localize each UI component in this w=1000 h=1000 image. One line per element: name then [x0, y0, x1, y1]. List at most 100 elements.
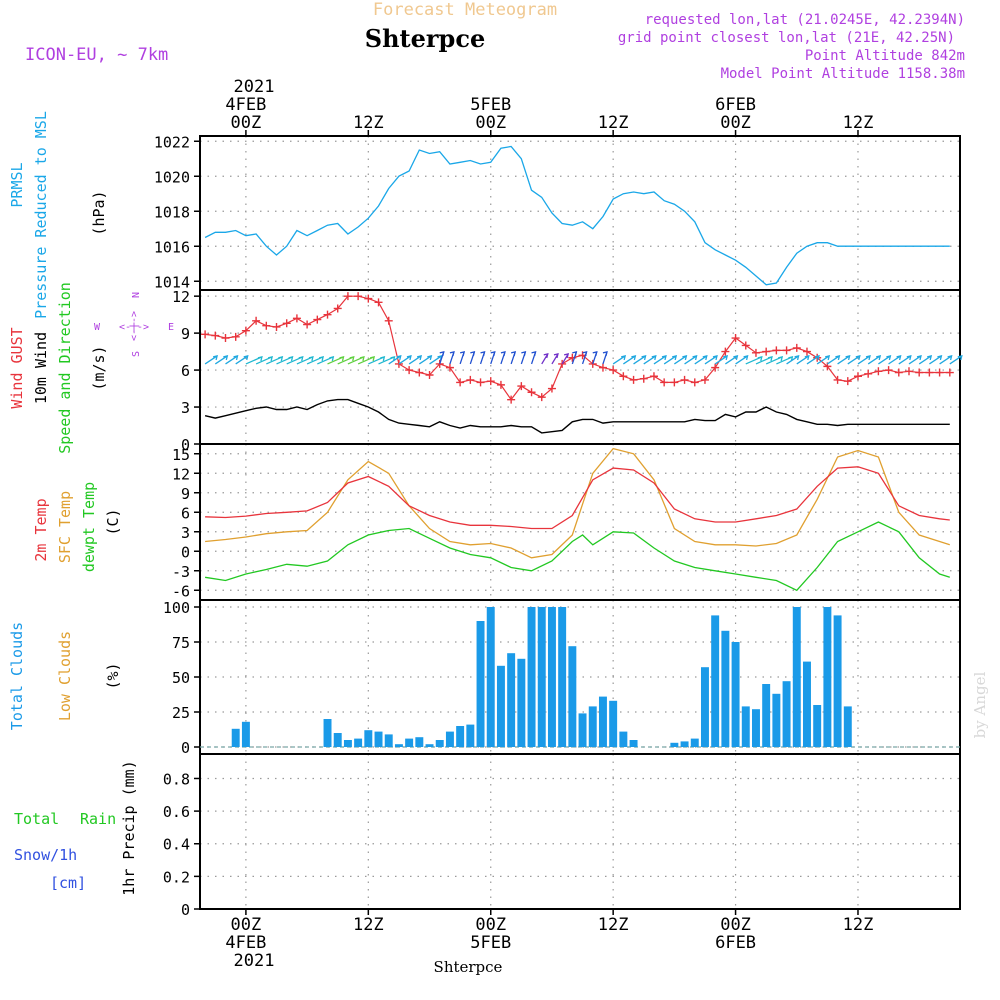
gust-point	[731, 334, 740, 343]
precip-total-label: Total	[14, 810, 59, 828]
pressure-labels: PRMSL Pressure Reduced to MSL (hPa)	[8, 111, 108, 319]
wind-arrowhead	[308, 356, 314, 362]
gust-point	[354, 292, 363, 301]
y-tick-label: 0	[181, 739, 190, 757]
y-tick-label: 15	[172, 446, 190, 464]
wind-arrow	[398, 355, 412, 365]
cloud-bar	[803, 661, 811, 747]
wind-arrowhead	[369, 356, 376, 362]
wind-arrowhead	[267, 356, 274, 362]
model-name: ICON-EU, ~ 7km	[25, 45, 168, 65]
wind-arrow	[663, 355, 677, 365]
series-line-dewpt	[204, 521, 951, 592]
gust-point	[935, 368, 944, 377]
y-tick-label: 12	[172, 465, 190, 483]
wind-arrowhead	[723, 355, 729, 361]
wind-arrowhead	[521, 351, 527, 357]
temp-unit: (C)	[104, 508, 122, 535]
wind-arrowhead	[470, 351, 476, 357]
wind-arrow	[898, 355, 912, 365]
compass-e: E	[168, 322, 174, 333]
wind-arrowhead	[692, 355, 698, 361]
gust-point	[374, 298, 383, 307]
cloud-bar	[547, 607, 556, 747]
x-tick-label: 12Z	[353, 113, 384, 133]
x-date-label: 5FEB	[470, 933, 511, 953]
wind-arrowhead	[825, 355, 831, 361]
wind-arrowhead	[602, 351, 608, 357]
wind-arrowhead	[416, 355, 423, 361]
y-tick-label: 0.2	[163, 868, 190, 886]
cloud-bar	[711, 615, 720, 747]
wind-arrowhead	[278, 356, 284, 362]
gust-point	[619, 372, 628, 381]
wind-arrowhead	[427, 355, 433, 361]
wind-arrowhead	[396, 355, 402, 361]
wind-arrowhead	[449, 351, 455, 357]
cloud-bar	[680, 741, 689, 747]
cloud-bar	[435, 740, 444, 747]
y-tick-label: 1018	[154, 203, 190, 221]
station-name: Shterpce	[365, 24, 485, 53]
precip-rain-label: Rain	[80, 810, 116, 828]
wind-arrow	[949, 355, 963, 365]
point-altitude: Point Altitude 842m	[805, 48, 965, 64]
cloud-bar	[496, 665, 505, 747]
wind-arrow	[704, 355, 718, 365]
y-tick-label: 1020	[154, 168, 190, 186]
gust-point	[323, 310, 332, 319]
wind-arrowhead	[490, 351, 496, 357]
wind-arrow	[827, 355, 840, 365]
wind-arrowhead	[459, 351, 466, 357]
y-tick-label: 1016	[154, 238, 190, 256]
gust-point	[945, 368, 954, 377]
precip-unit: 1hr Precip (mm)	[120, 760, 138, 895]
wind-arrow	[388, 355, 402, 365]
cloud-bar	[374, 731, 383, 747]
gust-point	[211, 331, 220, 340]
gust-point	[700, 375, 709, 384]
wind-arrowhead	[288, 356, 294, 362]
cloud-bar	[568, 646, 577, 747]
wind-arrowhead	[682, 355, 688, 361]
gust-point	[609, 366, 618, 375]
cloud-bar	[537, 607, 546, 747]
wind-arrowhead	[592, 351, 598, 357]
gust-point	[598, 363, 607, 372]
wind-arrowhead	[788, 356, 794, 362]
x-tick-label: 00Z	[475, 113, 506, 133]
gust-point	[282, 319, 291, 328]
wind-arrowhead	[702, 355, 708, 361]
y-tick-label: 100	[163, 599, 190, 617]
model-altitude: Model Point Altitude 1158.38m	[721, 66, 965, 82]
wind-arrowhead	[804, 355, 810, 361]
wind-arrowhead	[947, 355, 953, 361]
y-tick-label: 3	[181, 399, 190, 417]
wind-arrowhead	[500, 351, 506, 357]
wind-arrowhead	[233, 355, 239, 361]
cloud-bar	[762, 684, 771, 747]
wind-arrowhead	[886, 355, 892, 361]
wind-arrow	[653, 355, 667, 365]
panel-frame	[199, 753, 961, 910]
series-line-wind-gust	[205, 295, 950, 401]
x-tick-label: 00Z	[231, 113, 262, 133]
wind-arrowhead	[439, 351, 445, 357]
chart-marks	[200, 145, 963, 748]
wind-arrow	[714, 355, 728, 365]
wind-arrow	[612, 355, 626, 365]
cloud-bar	[343, 740, 352, 747]
x-tick-label: 12Z	[843, 915, 874, 935]
compass-rose: N S W E <-|-> <-|->	[94, 292, 174, 357]
wind-arrowhead	[906, 355, 912, 361]
cloud-bar	[354, 738, 363, 747]
wind-arrow	[633, 355, 646, 365]
series-line-wind-10m	[204, 398, 950, 434]
cloud-bar	[741, 706, 750, 747]
wind-arrowhead	[582, 351, 588, 357]
wind-arrowhead	[359, 356, 365, 362]
gust-point	[864, 369, 873, 378]
cloud-labels: Total Clouds Low Clouds (%)	[8, 622, 122, 730]
gust-point	[486, 377, 495, 386]
wind-arrow	[837, 355, 850, 365]
